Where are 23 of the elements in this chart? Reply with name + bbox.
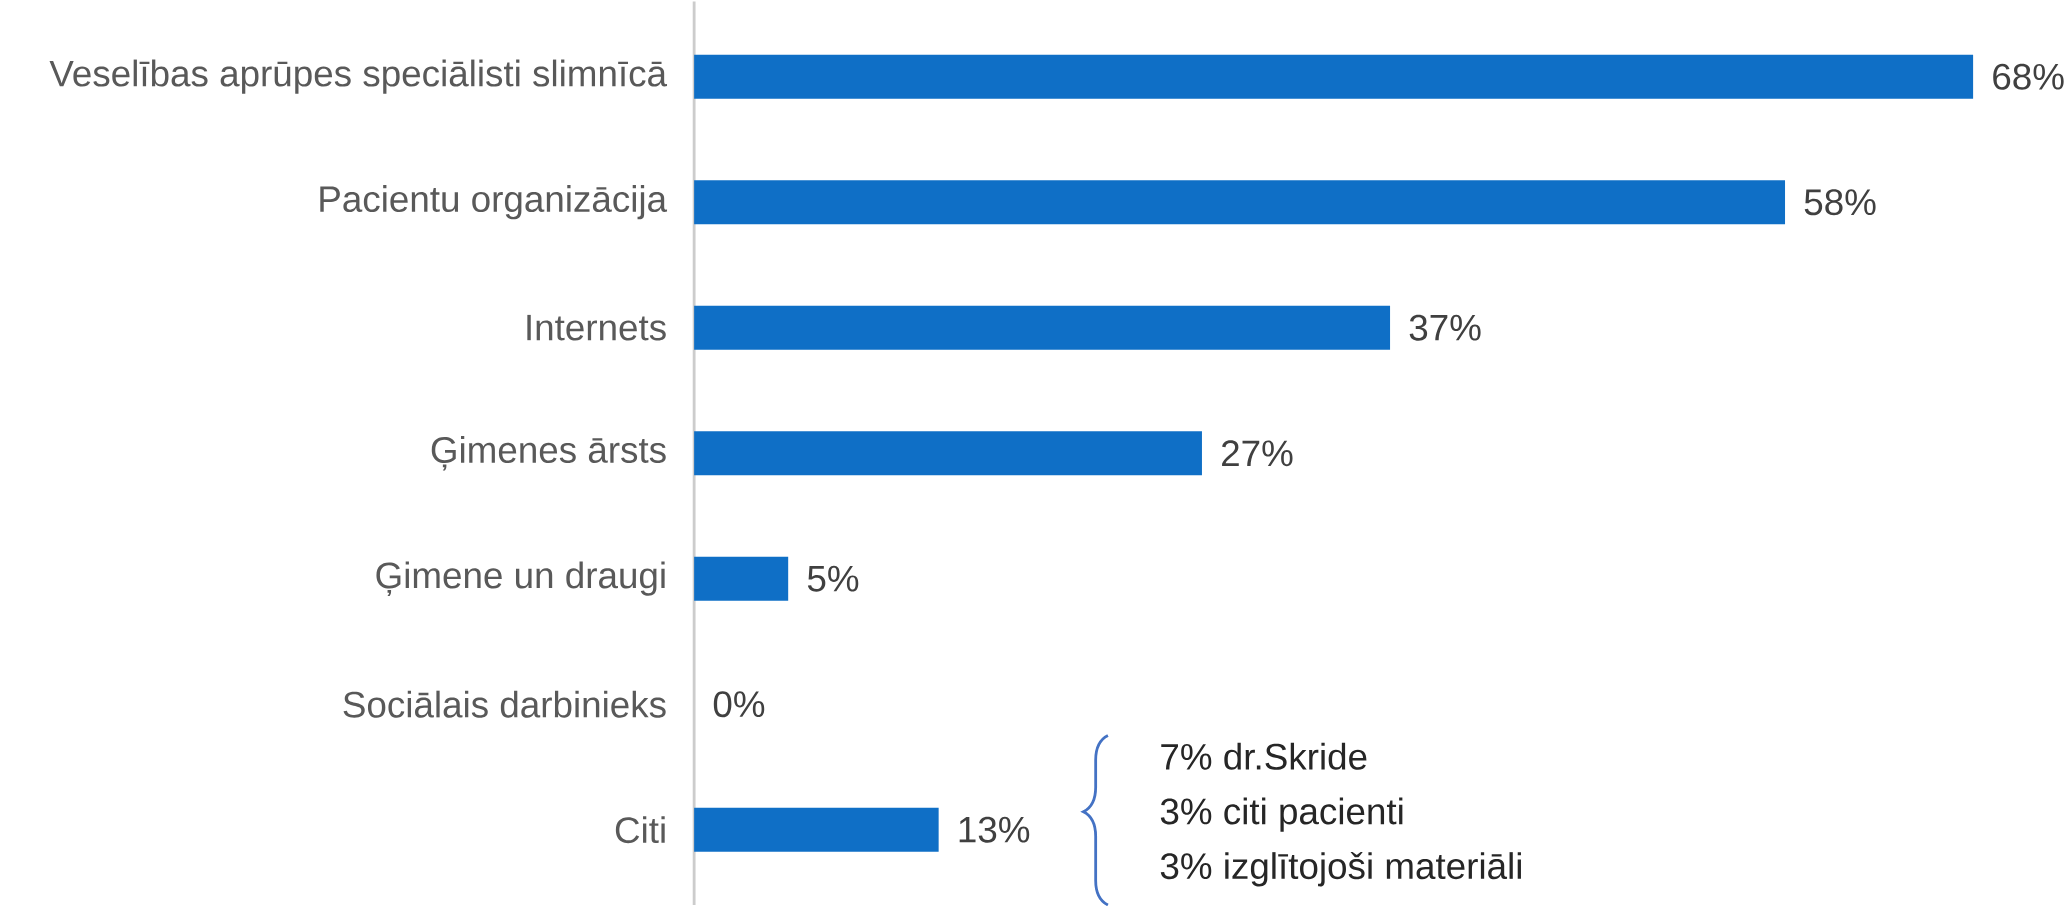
data-label: 27% <box>1222 440 1293 466</box>
bar <box>694 305 1391 350</box>
bar <box>694 54 1974 99</box>
data-label: 5% <box>807 565 859 592</box>
y-tick-label: Internets <box>527 314 666 341</box>
data-label: 37% <box>1409 314 1481 341</box>
y-tick-label: Ģimenes ārsts <box>431 435 666 471</box>
data-label: 58% <box>1804 189 1876 216</box>
annotation: 3% izglītojoši materiāli <box>1160 851 1521 887</box>
bar <box>694 807 939 852</box>
bar <box>694 556 789 601</box>
bar <box>694 431 1202 475</box>
y-tick-label: Pacientu organizācija <box>320 184 668 220</box>
y-tick-label: Sociālais darbinieks <box>343 690 666 718</box>
annotation: 7% dr.Skride <box>1161 742 1367 770</box>
bar <box>694 180 1786 224</box>
y-tick-label: Veselības aprūpes speciālisti slimnīcā <box>49 59 668 94</box>
y-tick-label: Ģimene un draugi <box>376 561 665 596</box>
annotation: 3% citi pacienti <box>1160 797 1403 832</box>
data-label: 68% <box>1993 63 2064 90</box>
data-label: 13% <box>959 816 1030 843</box>
y-tick-label: Citi <box>615 815 665 844</box>
data-label: 0% <box>713 691 765 718</box>
